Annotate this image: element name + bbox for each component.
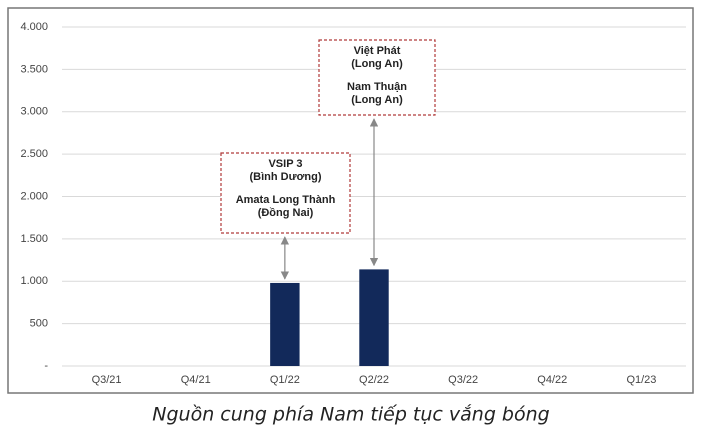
annotation-text: VSIP 3 [268,158,302,170]
annotation-text: Việt Phát [354,45,401,57]
annotation-text: (Long An) [351,58,403,70]
bar [270,282,300,366]
y-tick-label: 500 [30,318,48,330]
x-tick-label: Q3/21 [92,374,122,386]
y-tick-label: 3.500 [20,63,48,75]
bar [359,269,389,366]
x-tick-label: Q2/22 [359,374,389,386]
annotation-box [318,39,436,116]
y-tick-label: 1.000 [20,275,48,287]
annotation-text: Amata Long Thành [236,194,336,206]
annotation-box [220,152,351,234]
annotation-text: Nam Thuận [347,81,407,93]
x-tick-label: Q4/21 [181,374,211,386]
y-tick-label: 1.500 [20,233,48,245]
x-tick-label: Q4/22 [537,374,567,386]
x-tick-label: Q1/22 [270,374,300,386]
caption: Nguồn cung phía Nam tiếp tục vắng bóng [152,403,549,426]
y-tick-label: - [44,360,48,372]
annotation-text: (Long An) [351,94,403,106]
y-tick-label: 2.500 [20,148,48,160]
y-tick-label: 3.000 [20,106,48,118]
x-tick-label: Q1/23 [626,374,656,386]
annotation-text: (Bình Dương) [250,171,322,183]
y-tick-label: 2.000 [20,190,48,202]
y-tick-label: 4.000 [20,21,48,33]
x-tick-label: Q3/22 [448,374,478,386]
annotation-text: (Đồng Nai) [258,207,314,219]
